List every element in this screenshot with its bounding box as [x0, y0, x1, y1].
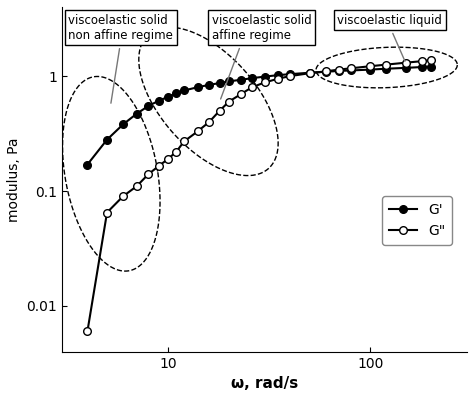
G' — [226, 79, 232, 84]
G' — [165, 94, 171, 99]
G' — [307, 70, 312, 75]
G" — [262, 80, 267, 85]
G" — [84, 329, 90, 334]
G' — [238, 77, 244, 82]
G" — [348, 66, 354, 71]
G' — [368, 67, 374, 72]
G" — [195, 129, 201, 134]
Legend: G', G": G', G" — [382, 196, 452, 245]
G" — [134, 184, 139, 189]
G' — [104, 137, 110, 142]
Line: G': G' — [83, 63, 435, 168]
G' — [249, 76, 255, 80]
G" — [307, 71, 312, 76]
G' — [348, 68, 354, 73]
G' — [323, 69, 328, 74]
X-axis label: ω, rad/s: ω, rad/s — [231, 376, 298, 391]
Text: viscoelastic liquid: viscoelastic liquid — [337, 14, 442, 61]
G' — [383, 66, 389, 71]
G' — [120, 122, 126, 127]
G' — [207, 82, 212, 87]
G" — [156, 164, 162, 168]
G' — [195, 85, 201, 90]
G' — [146, 103, 151, 108]
G" — [383, 62, 389, 67]
G' — [181, 88, 187, 93]
G" — [323, 69, 328, 74]
G' — [275, 73, 281, 78]
G' — [262, 74, 267, 79]
G" — [217, 108, 222, 113]
G" — [226, 99, 232, 104]
G' — [156, 98, 162, 103]
G" — [336, 67, 342, 72]
Y-axis label: modulus, Pa: modulus, Pa — [7, 137, 21, 222]
Line: G": G" — [83, 56, 435, 335]
G' — [173, 91, 179, 96]
G' — [84, 162, 90, 167]
G' — [134, 111, 139, 116]
G" — [181, 139, 187, 144]
G" — [120, 194, 126, 199]
G" — [104, 210, 110, 215]
G' — [419, 64, 425, 69]
G" — [419, 59, 425, 64]
G" — [368, 64, 374, 68]
G" — [238, 92, 244, 96]
G" — [403, 60, 409, 65]
Text: viscoelastic solid
non affine regime: viscoelastic solid non affine regime — [68, 14, 173, 103]
G" — [428, 58, 434, 62]
G' — [336, 68, 342, 73]
G' — [287, 72, 293, 76]
G" — [173, 149, 179, 154]
G' — [428, 64, 434, 69]
G" — [287, 74, 293, 78]
G" — [275, 76, 281, 81]
G" — [146, 172, 151, 177]
G" — [207, 119, 212, 124]
G" — [249, 85, 255, 90]
G' — [403, 66, 409, 70]
G" — [165, 156, 171, 161]
Text: viscoelastic solid
affine regime: viscoelastic solid affine regime — [212, 14, 312, 99]
G' — [217, 81, 222, 86]
